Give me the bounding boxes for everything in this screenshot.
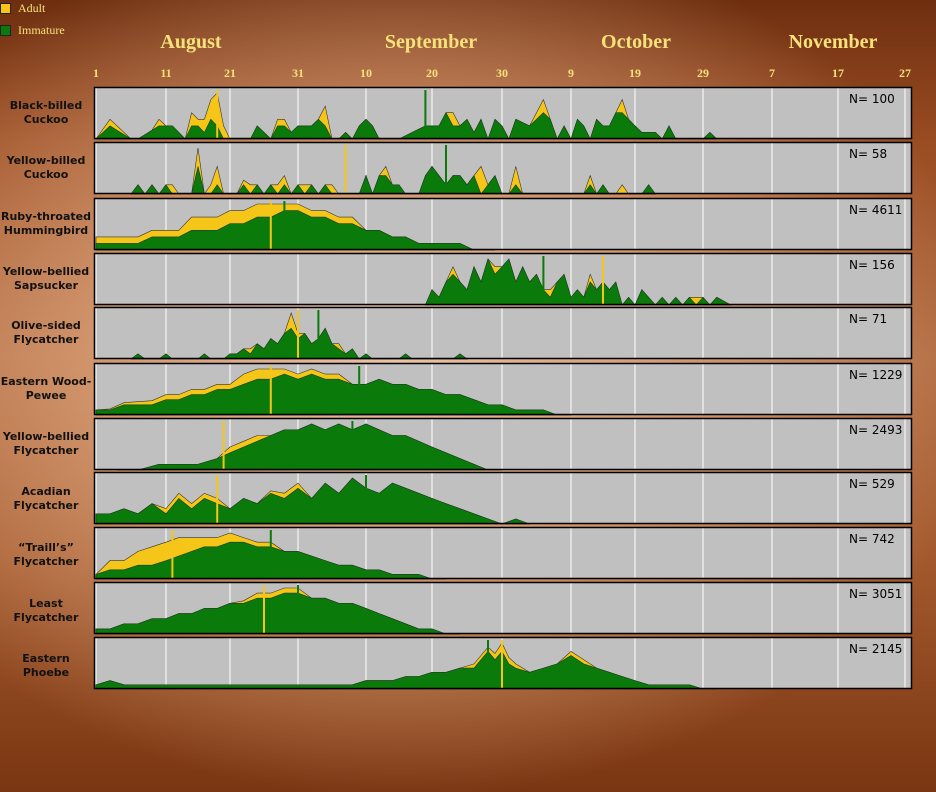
species-label: “Traill’s” Flycatcher	[13, 541, 79, 568]
legend-item-immature: Immature	[0, 23, 65, 37]
x-tick-label: 7	[769, 66, 775, 80]
panel-background	[94, 307, 912, 359]
sample-size-label: N= 58	[849, 147, 887, 161]
species-label: Olive-sided Flycatcher	[11, 319, 81, 346]
x-tick-label: 29	[697, 66, 709, 80]
immature-area	[95, 477, 530, 525]
sample-size-label: N= 2145	[849, 642, 902, 656]
species-label: Eastern Phoebe	[22, 652, 70, 679]
panel-border	[93, 581, 913, 635]
panel-border	[93, 86, 913, 140]
adult-swatch	[0, 2, 11, 14]
sample-size-label: N= 1229	[849, 368, 902, 382]
species-label: Yellow-bellied Flycatcher	[2, 430, 90, 457]
immature-area	[95, 112, 718, 140]
species-panel: N= 2145	[93, 636, 913, 690]
immature-area	[424, 258, 732, 306]
x-tick-label: 10	[360, 66, 372, 80]
species-panel: N= 3051	[93, 581, 913, 635]
species-panel: N= 100	[93, 86, 913, 140]
species-panel: N= 742	[93, 526, 913, 580]
x-tick-label: 30	[496, 66, 508, 80]
species-panel: N= 58	[93, 141, 913, 195]
immature-swatch	[0, 24, 11, 36]
panel-border	[93, 252, 913, 306]
panel-border	[93, 636, 913, 690]
immature-area	[95, 592, 460, 635]
month-label-september: September	[384, 31, 478, 53]
sample-size-label: N= 529	[849, 477, 895, 491]
species-label: Acadian Flycatcher	[13, 485, 79, 512]
x-tick-label: 17	[832, 66, 844, 80]
sample-size-label: N= 100	[849, 92, 895, 106]
species-panel: N= 529	[93, 471, 913, 525]
species-panel: N= 156	[93, 252, 913, 306]
x-tick-label: 27	[899, 66, 911, 80]
panel-border	[93, 471, 913, 525]
species-label: Yellow-billed Cuckoo	[6, 154, 86, 181]
panel-border	[93, 417, 913, 471]
species-label: Black-billed Cuckoo	[9, 99, 83, 126]
immature-area	[95, 650, 717, 690]
legend-label-adult: Adult	[18, 0, 46, 15]
x-tick-label: 19	[629, 66, 641, 80]
species-panel: N= 71	[93, 306, 913, 360]
sample-size-label: N= 2493	[849, 423, 902, 437]
month-label-october: October	[601, 31, 671, 53]
sample-size-label: N= 156	[849, 258, 895, 272]
panel-border	[93, 362, 913, 416]
immature-area	[117, 423, 502, 471]
legend-item-adult: Adult	[0, 1, 45, 15]
sample-size-label: N= 3051	[849, 587, 902, 601]
x-tick-label: 11	[160, 66, 172, 80]
month-label-august: August	[160, 31, 222, 53]
month-label-november: November	[788, 31, 878, 53]
species-label: Least Flycatcher	[13, 597, 79, 624]
panel-border	[93, 141, 913, 195]
species-panel: N= 1229	[93, 362, 913, 416]
x-tick-label: 9	[568, 66, 574, 80]
x-tick-label: 1	[93, 66, 99, 80]
species-label: Eastern Wood- Pewee	[0, 375, 92, 402]
sample-size-label: N= 742	[849, 532, 895, 546]
species-panel: N= 4611	[93, 197, 913, 251]
x-tick-label: 20	[426, 66, 438, 80]
species-label: Yellow-bellied Sapsucker	[2, 265, 90, 292]
immature-area	[95, 373, 571, 416]
sample-size-label: N= 4611	[849, 203, 902, 217]
x-tick-label: 21	[224, 66, 236, 80]
panel-border	[93, 306, 913, 360]
panel-border	[93, 526, 913, 580]
legend-label-immature: Immature	[18, 22, 65, 37]
species-label: Ruby-throated Hummingbird	[1, 210, 91, 237]
species-panel: N= 2493	[93, 417, 913, 471]
sample-size-label: N= 71	[849, 312, 887, 326]
x-tick-label: 31	[292, 66, 304, 80]
panel-border	[93, 197, 913, 251]
immature-area	[95, 210, 495, 251]
